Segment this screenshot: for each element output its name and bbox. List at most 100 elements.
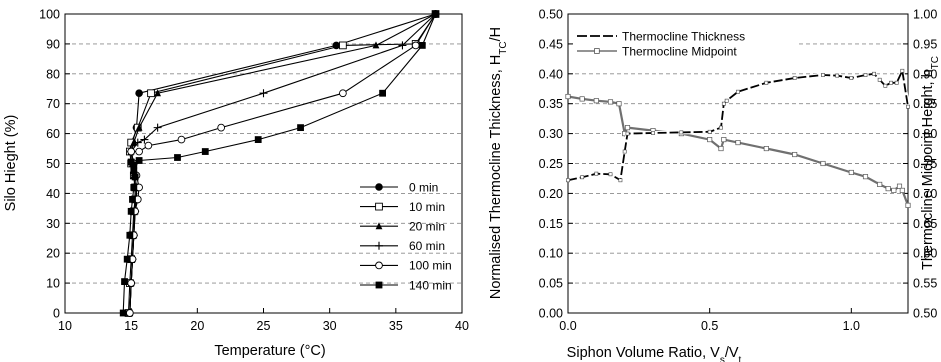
data-point-100-min bbox=[339, 89, 347, 98]
legend-marker-20-min bbox=[375, 222, 383, 230]
data-point-thermocline-thickness bbox=[679, 130, 684, 135]
data-point-100-min bbox=[127, 279, 136, 287]
right-y-tick-label: 0.50 bbox=[539, 8, 563, 22]
data-point-thermocline-thickness bbox=[883, 83, 888, 88]
left-y-tick-label: 20 bbox=[46, 247, 60, 261]
data-point-20-min bbox=[154, 89, 162, 97]
data-point-thermocline-thickness bbox=[625, 131, 630, 136]
data-point-100-min bbox=[217, 123, 226, 132]
right-y-tick-label: 0.25 bbox=[539, 157, 563, 171]
data-point-140-min bbox=[126, 231, 134, 239]
legend-label-100-min: 100 min bbox=[409, 259, 452, 273]
data-point-100-min bbox=[125, 309, 134, 317]
right-y2-tick-label: 0.55 bbox=[913, 277, 937, 291]
data-point-10-min bbox=[147, 89, 155, 98]
right-y2-tick-label: 0.70 bbox=[913, 187, 937, 201]
right-y2-tick-label: 0.60 bbox=[913, 247, 937, 261]
data-point-140-min bbox=[201, 148, 209, 155]
data-point-thermocline-thickness bbox=[764, 80, 769, 85]
data-point-140-min bbox=[379, 89, 386, 97]
data-point-thermocline-thickness bbox=[721, 101, 726, 106]
data-point-thermocline-thickness bbox=[580, 175, 585, 180]
data-point-thermocline-midpoint bbox=[891, 187, 897, 193]
data-point-thermocline-midpoint bbox=[593, 98, 599, 104]
legend-marker-140-min bbox=[375, 281, 383, 289]
left-y-tick-label: 10 bbox=[46, 277, 60, 291]
legend-label-10-min: 10 min bbox=[409, 200, 445, 214]
data-point-60-min bbox=[133, 138, 142, 147]
data-point-thermocline-midpoint bbox=[579, 96, 585, 102]
data-point-thermocline-thickness bbox=[894, 80, 899, 85]
data-point-thermocline-thickness bbox=[566, 178, 570, 183]
data-point-140-min bbox=[127, 207, 135, 215]
data-point-thermocline-thickness bbox=[872, 71, 876, 76]
data-point-thermocline-thickness bbox=[863, 73, 868, 77]
data-point-140-min bbox=[129, 195, 136, 203]
right-y2-tick-label: 0.95 bbox=[913, 37, 937, 51]
data-point-thermocline-midpoint bbox=[848, 169, 854, 176]
left-y-tick-label: 0 bbox=[53, 307, 60, 321]
legend-label-60-min: 60 min bbox=[409, 239, 445, 253]
series-line-thermocline-midpoint bbox=[567, 95, 910, 206]
data-point-thermocline-midpoint bbox=[862, 174, 869, 180]
legend-marker-0-min bbox=[375, 183, 383, 191]
data-point-thermocline-thickness bbox=[608, 172, 613, 177]
legend-marker-100-min bbox=[375, 261, 383, 270]
data-point-140-min bbox=[135, 157, 143, 164]
data-point-140-min bbox=[432, 10, 439, 18]
data-point-20-min bbox=[135, 123, 143, 131]
right-plot-frame bbox=[567, 13, 909, 314]
legend-marker-60-min bbox=[375, 241, 383, 250]
data-point-thermocline-thickness bbox=[594, 171, 599, 176]
left-plot-frame bbox=[64, 13, 463, 314]
data-point-100-min bbox=[177, 135, 186, 144]
data-point-thermocline-midpoint bbox=[718, 146, 724, 152]
right-x-axis-label-sub2: t bbox=[739, 355, 742, 362]
data-point-140-min bbox=[254, 136, 262, 143]
data-point-thermocline-midpoint bbox=[905, 202, 911, 208]
data-point-thermocline-thickness bbox=[651, 131, 655, 135]
data-point-100-min bbox=[127, 147, 136, 156]
data-point-thermocline-midpoint bbox=[565, 93, 571, 100]
data-point-0-min bbox=[135, 89, 143, 98]
right-y2-tick-label: 0.50 bbox=[913, 307, 937, 321]
right-y-tick-label: 0.15 bbox=[539, 217, 563, 231]
data-point-thermocline-thickness bbox=[724, 98, 729, 103]
right-x-axis-label-slash: /V bbox=[725, 345, 739, 361]
legend-label-thermocline-thickness: Thermocline Thickness bbox=[622, 29, 745, 43]
right-x-axis-label: Siphon Volume Ratio, Vs/Vt bbox=[567, 345, 742, 362]
data-point-thermocline-thickness bbox=[622, 149, 627, 154]
left-y-tick-label: 30 bbox=[46, 217, 60, 231]
data-point-thermocline-midpoint bbox=[616, 101, 622, 107]
left-y-tick-label: 80 bbox=[46, 67, 60, 81]
data-point-thermocline-midpoint bbox=[763, 146, 769, 152]
right-y2-tick-label: 1.00 bbox=[913, 8, 937, 22]
right-y-tick-label: 0.00 bbox=[539, 307, 563, 321]
data-point-140-min bbox=[131, 173, 139, 181]
data-point-100-min bbox=[135, 147, 143, 156]
right-legend-background bbox=[574, 27, 796, 60]
left-y-tick-label: 100 bbox=[39, 8, 60, 22]
data-point-thermocline-midpoint bbox=[877, 181, 883, 187]
right-y-tick-label: 0.35 bbox=[539, 97, 563, 111]
right-y-tick-label: 0.30 bbox=[539, 127, 563, 141]
left-x-tick-label: 35 bbox=[389, 319, 403, 333]
data-point-140-min bbox=[418, 41, 426, 49]
data-point-thermocline-thickness bbox=[792, 76, 797, 80]
data-point-thermocline-midpoint bbox=[820, 160, 826, 167]
data-point-140-min bbox=[119, 309, 127, 317]
data-point-thermocline-midpoint bbox=[896, 183, 903, 189]
data-point-140-min bbox=[123, 255, 131, 263]
data-point-thermocline-thickness bbox=[707, 129, 712, 134]
left-x-tick-label: 25 bbox=[257, 319, 271, 333]
right-y2-tick-label: 0.80 bbox=[913, 127, 937, 141]
data-point-140-min bbox=[121, 278, 128, 286]
left-x-tick-label: 20 bbox=[190, 319, 204, 333]
data-point-thermocline-midpoint bbox=[885, 186, 891, 192]
legend-label-thermocline-midpoint: Thermocline Midpoint bbox=[622, 44, 737, 58]
data-point-60-min bbox=[140, 135, 149, 144]
data-point-thermocline-midpoint bbox=[721, 137, 727, 143]
data-point-thermocline-thickness bbox=[900, 68, 905, 73]
